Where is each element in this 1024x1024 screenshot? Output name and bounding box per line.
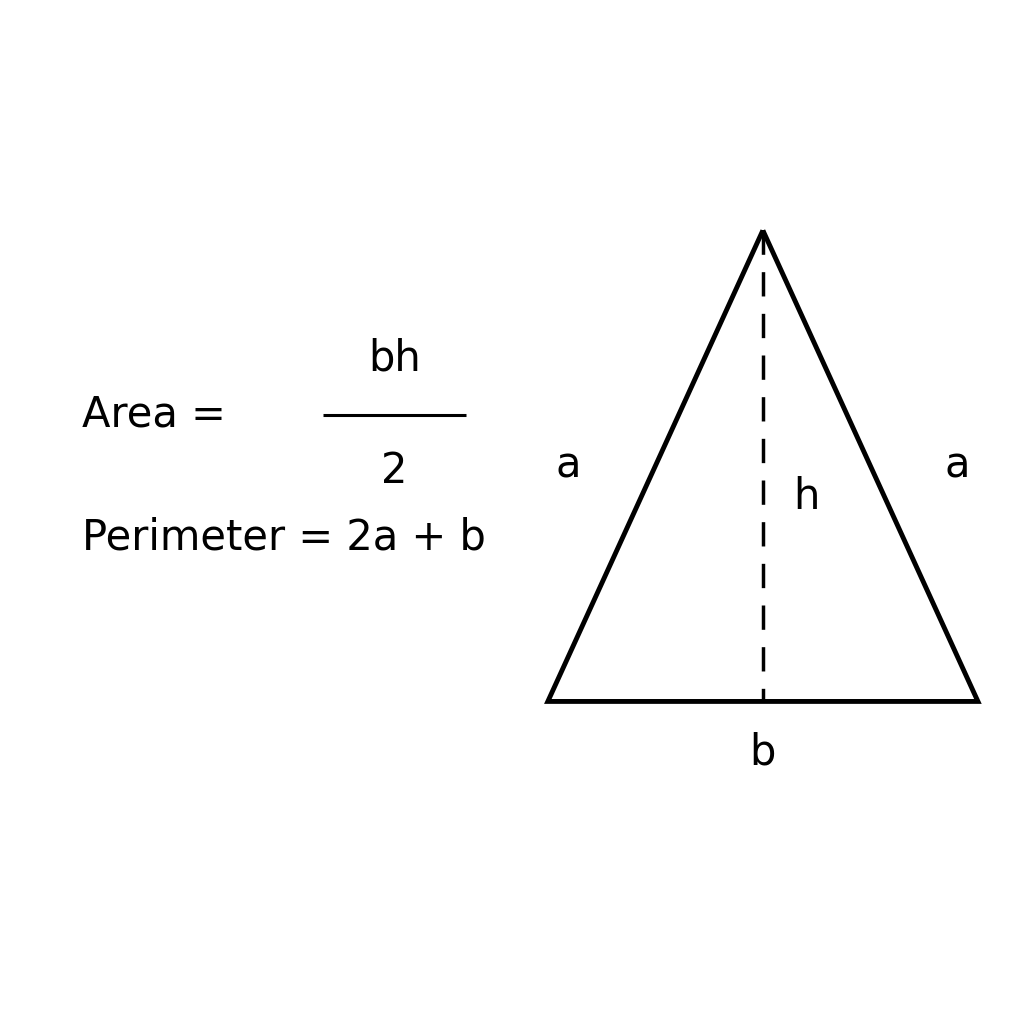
- Text: a: a: [945, 444, 970, 487]
- Text: bh: bh: [368, 337, 421, 380]
- Text: h: h: [794, 475, 820, 518]
- Text: b: b: [750, 731, 776, 774]
- Text: a: a: [556, 444, 581, 487]
- Text: 2: 2: [381, 450, 408, 493]
- Text: Perimeter = 2a + b: Perimeter = 2a + b: [82, 516, 485, 559]
- Text: Area =: Area =: [82, 393, 239, 436]
